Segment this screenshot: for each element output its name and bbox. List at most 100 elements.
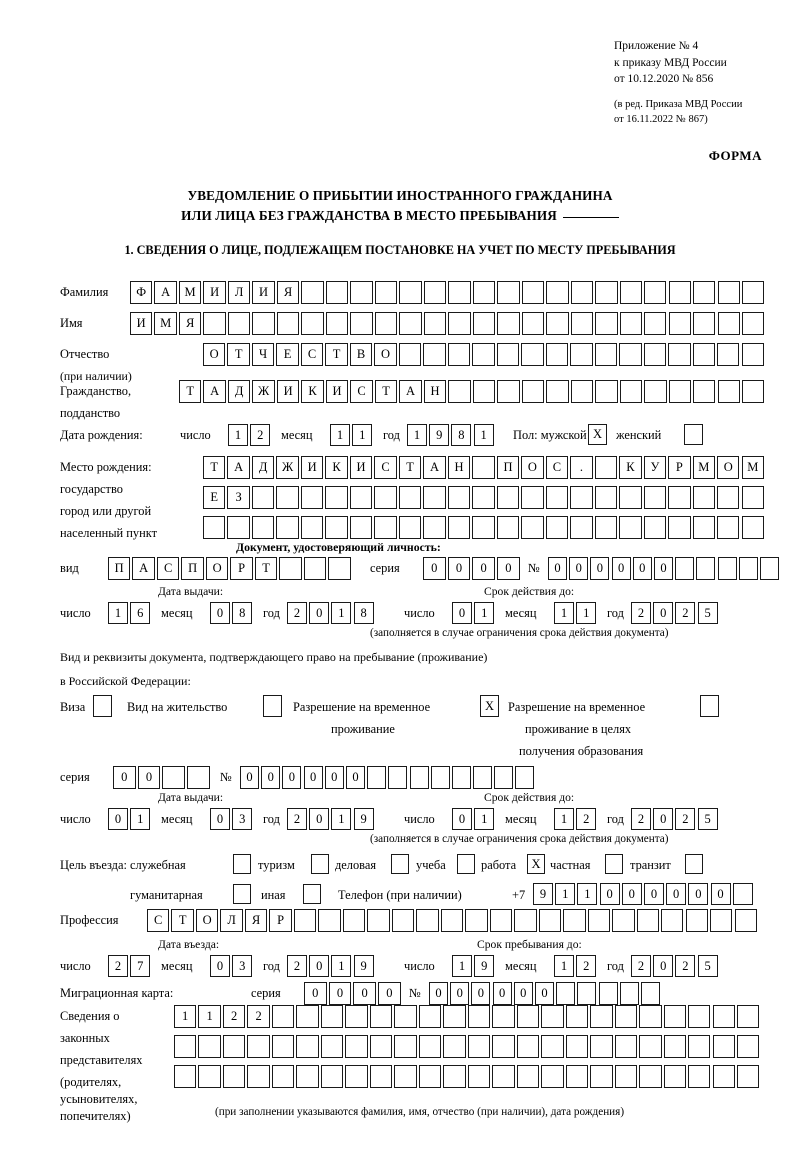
- form-cell[interactable]: [541, 1035, 564, 1058]
- form-cell[interactable]: 0: [452, 808, 472, 830]
- form-cell[interactable]: Т: [374, 380, 398, 403]
- form-cell[interactable]: 1: [555, 883, 576, 905]
- form-cell[interactable]: [563, 909, 586, 932]
- purpose-private-checkbox[interactable]: [605, 854, 623, 874]
- form-cell[interactable]: [668, 281, 691, 304]
- form-cell[interactable]: [349, 516, 373, 539]
- form-cell[interactable]: Ж: [252, 380, 275, 403]
- form-cell[interactable]: Т: [171, 909, 194, 932]
- form-cell[interactable]: 0: [621, 883, 642, 905]
- form-cell[interactable]: [398, 516, 422, 539]
- form-cell[interactable]: [388, 766, 408, 789]
- form-cell[interactable]: О: [374, 343, 397, 366]
- form-cell[interactable]: Р: [230, 557, 253, 580]
- form-cell[interactable]: [514, 909, 537, 932]
- form-cell[interactable]: [741, 516, 764, 539]
- form-cell[interactable]: [496, 516, 520, 539]
- form-cell[interactable]: 0: [611, 557, 631, 580]
- form-cell[interactable]: [570, 516, 593, 539]
- form-cell[interactable]: О: [521, 456, 544, 479]
- form-cell[interactable]: [668, 516, 691, 539]
- form-cell[interactable]: Я: [178, 312, 202, 335]
- form-cell[interactable]: [492, 1005, 515, 1028]
- form-cell[interactable]: [350, 281, 373, 304]
- form-cell[interactable]: Т: [227, 343, 250, 366]
- form-cell[interactable]: [247, 1035, 270, 1058]
- form-cell[interactable]: А: [154, 281, 177, 304]
- form-cell[interactable]: [639, 1005, 662, 1028]
- form-cell[interactable]: Е: [276, 343, 299, 366]
- form-cell[interactable]: [619, 516, 642, 539]
- form-cell[interactable]: 5: [697, 602, 718, 624]
- form-cell[interactable]: О: [195, 909, 219, 932]
- form-cell[interactable]: [325, 281, 349, 304]
- form-cell[interactable]: [222, 1065, 246, 1088]
- form-cell[interactable]: 3: [232, 808, 253, 830]
- form-cell[interactable]: [325, 516, 348, 539]
- form-cell[interactable]: 0: [309, 602, 330, 624]
- form-cell[interactable]: [247, 1065, 270, 1088]
- form-cell[interactable]: [570, 281, 594, 304]
- form-cell[interactable]: .: [570, 456, 593, 479]
- form-cell[interactable]: [515, 766, 535, 789]
- form-cell[interactable]: [447, 343, 471, 366]
- form-cell[interactable]: 2: [287, 602, 307, 624]
- residence-permit-checkbox[interactable]: [263, 695, 282, 717]
- form-cell[interactable]: 0: [304, 982, 327, 1005]
- form-cell[interactable]: [398, 486, 422, 509]
- form-cell[interactable]: 0: [378, 982, 401, 1005]
- form-cell[interactable]: А: [203, 380, 226, 403]
- form-cell[interactable]: 9: [429, 424, 450, 446]
- form-cell[interactable]: 0: [653, 955, 674, 977]
- form-cell[interactable]: И: [325, 380, 349, 403]
- form-cell[interactable]: [423, 343, 446, 366]
- form-cell[interactable]: 1: [228, 424, 248, 446]
- legal-rep-input-2[interactable]: [174, 1035, 762, 1058]
- form-cell[interactable]: Ч: [251, 343, 275, 366]
- form-cell[interactable]: 1: [474, 808, 495, 830]
- form-cell[interactable]: Т: [179, 380, 202, 403]
- form-cell[interactable]: Д: [227, 380, 251, 403]
- form-cell[interactable]: [521, 486, 544, 509]
- form-cell[interactable]: М: [178, 281, 202, 304]
- form-cell[interactable]: [279, 557, 302, 580]
- form-cell[interactable]: [521, 380, 545, 403]
- form-cell[interactable]: [614, 1005, 638, 1028]
- form-cell[interactable]: [251, 516, 275, 539]
- form-cell[interactable]: [497, 312, 520, 335]
- form-cell[interactable]: [614, 1065, 638, 1088]
- form-cell[interactable]: 0: [653, 557, 673, 580]
- form-cell[interactable]: 1: [330, 424, 350, 446]
- form-cell[interactable]: [489, 909, 513, 932]
- form-cell[interactable]: 2: [631, 602, 651, 624]
- form-cell[interactable]: 0: [590, 557, 610, 580]
- purpose-study-checkbox[interactable]: [457, 854, 475, 874]
- form-cell[interactable]: 0: [240, 766, 259, 789]
- form-cell[interactable]: [692, 486, 715, 509]
- form-cell[interactable]: 0: [492, 982, 512, 1005]
- form-cell[interactable]: Я: [276, 281, 300, 304]
- form-cell[interactable]: [222, 1035, 246, 1058]
- form-cell[interactable]: [328, 557, 351, 580]
- form-cell[interactable]: [467, 1035, 491, 1058]
- form-cell[interactable]: [570, 343, 593, 366]
- form-cell[interactable]: И: [300, 456, 324, 479]
- form-cell[interactable]: А: [423, 456, 446, 479]
- form-cell[interactable]: 0: [599, 883, 620, 905]
- form-cell[interactable]: 1: [554, 602, 574, 624]
- form-cell[interactable]: 2: [675, 808, 696, 830]
- form-cell[interactable]: Л: [227, 281, 251, 304]
- form-cell[interactable]: [301, 281, 324, 304]
- form-cell[interactable]: [688, 1065, 711, 1088]
- form-cell[interactable]: [320, 1035, 344, 1058]
